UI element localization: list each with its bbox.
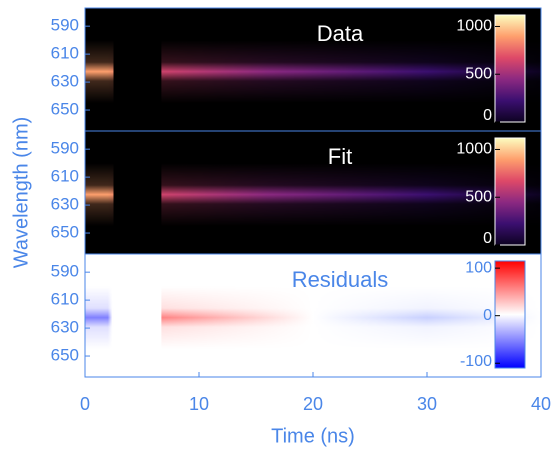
y-tick-label: 650 [51, 346, 79, 365]
y-tick-label: 590 [51, 139, 79, 158]
y-tick-label: 630 [51, 195, 79, 214]
x-tick-label: 40 [531, 394, 551, 414]
y-tick-label: 590 [51, 16, 79, 35]
y-tick-label: 590 [51, 262, 79, 281]
panel-title: Residuals [292, 267, 389, 292]
y-tick-label: 630 [51, 72, 79, 91]
y-tick-label: 610 [51, 167, 79, 186]
y-axis-label: Wavelength (nm) [10, 117, 32, 269]
colorbar [494, 14, 526, 123]
y-tick-label: 650 [51, 223, 79, 242]
x-tick-label: 10 [189, 394, 209, 414]
heatmap-gap [113, 131, 162, 254]
x-tick-label: 20 [303, 394, 323, 414]
colorbar-tick-label: 500 [465, 188, 492, 205]
y-tick-label: 650 [51, 100, 79, 119]
panel-title: Fit [328, 144, 352, 169]
y-tick-label: 630 [51, 318, 79, 337]
colorbar-tick-label: -100 [460, 353, 492, 370]
colorbar-tick-label: 1000 [456, 18, 492, 35]
colorbar-tick-label: 0 [483, 230, 492, 247]
x-axis-label: Time (ns) [271, 425, 355, 447]
y-tick-label: 610 [51, 44, 79, 63]
panel-title: Data [317, 21, 364, 46]
colorbar-tick-label: 500 [465, 65, 492, 82]
heatmap-gap [113, 8, 162, 131]
colorbar [494, 260, 526, 369]
colorbar-tick-label: 100 [465, 259, 492, 276]
x-tick-label: 0 [80, 394, 90, 414]
colorbar [494, 137, 526, 246]
colorbar-tick-label: 0 [483, 307, 492, 324]
heatmap-gap [113, 254, 162, 377]
colorbar-tick-label: 0 [483, 107, 492, 124]
x-tick-label: 30 [417, 394, 437, 414]
colorbar-tick-label: 1000 [456, 141, 492, 158]
y-tick-label: 610 [51, 290, 79, 309]
